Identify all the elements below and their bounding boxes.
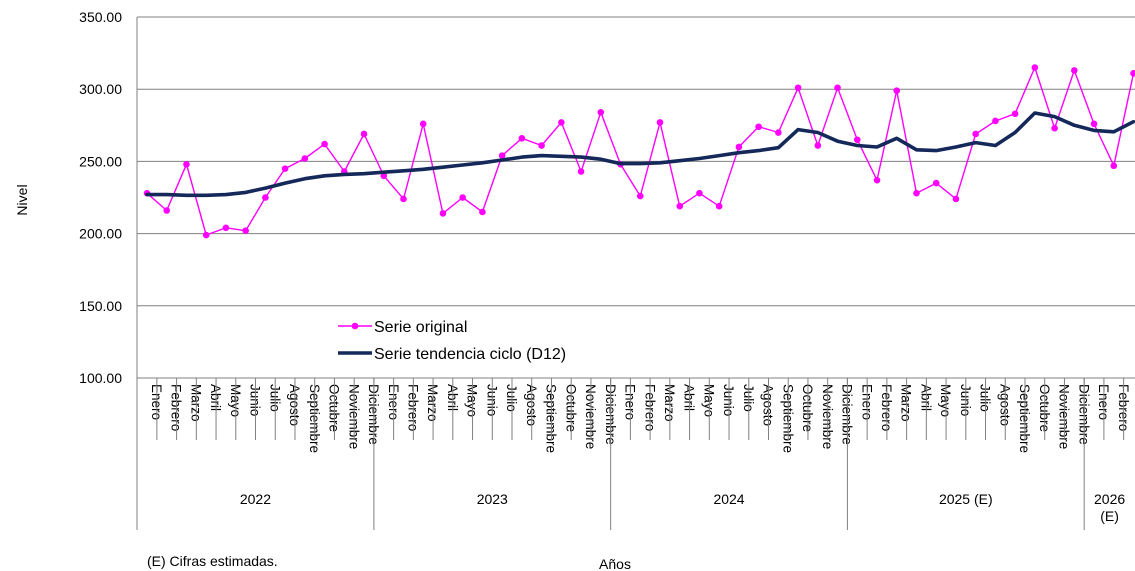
footnote: (E) Cifras estimadas. <box>147 553 278 569</box>
data-point <box>439 210 447 217</box>
data-point <box>498 152 506 159</box>
legend-marker-serie-original <box>351 322 359 330</box>
data-point <box>321 140 328 148</box>
y-tick-label: 100.00 <box>79 370 122 386</box>
data-point <box>913 189 920 197</box>
data-point <box>932 179 940 187</box>
legend-label-serie-original: Serie original <box>374 319 467 336</box>
year-label: 2024 <box>713 491 744 507</box>
data-point <box>183 160 190 168</box>
y-tick-label: 250.00 <box>79 153 122 169</box>
data-point <box>1051 124 1058 132</box>
legend-label-serie-tendencia: Serie tendencia ciclo (D12) <box>374 346 566 363</box>
data-point <box>1130 70 1135 77</box>
data-point <box>814 142 822 149</box>
data-point <box>1011 110 1019 118</box>
data-point <box>636 192 644 200</box>
data-point <box>202 231 210 239</box>
data-point <box>419 120 427 128</box>
data-point <box>163 207 171 214</box>
data-point <box>479 208 486 216</box>
data-point <box>538 142 545 149</box>
data-point <box>873 176 881 184</box>
series-line-1 <box>145 111 1135 198</box>
y-tick-label: 150.00 <box>79 298 122 314</box>
data-point <box>558 119 565 126</box>
year-label: 2023 <box>477 491 508 507</box>
data-point <box>755 123 762 131</box>
data-point <box>1110 162 1118 170</box>
data-point <box>222 224 230 232</box>
data-point <box>834 84 841 92</box>
data-point <box>972 130 979 138</box>
year-label: 2026 (E) <box>1094 491 1125 524</box>
y-axis-title: Nivel <box>14 184 30 215</box>
data-point <box>715 202 723 210</box>
data-point <box>281 165 289 172</box>
data-point <box>696 189 703 197</box>
x-axis: Enero Febrero Marzo Abril Mayo Junio Julio Agos… <box>149 378 1131 530</box>
data-point <box>242 227 249 235</box>
data-point <box>518 134 526 142</box>
y-axis-tick-labels: 100.00 150.00 200.00 250.00 300.00 350.00 <box>79 9 122 386</box>
y-tick-label: 350.00 <box>79 9 122 25</box>
series-line-0 <box>146 66 1135 236</box>
data-point <box>853 136 861 144</box>
data-point <box>952 195 960 203</box>
data-point <box>1090 120 1098 128</box>
data-point <box>893 87 901 94</box>
data-point <box>597 109 605 116</box>
gridlines <box>136 16 1135 530</box>
year-label: 2025 (E) <box>939 491 993 507</box>
data-point <box>577 168 585 175</box>
data-point <box>380 172 388 180</box>
x-axis-title: Años <box>599 556 631 571</box>
year-label: 2022 <box>240 491 271 507</box>
data-point <box>992 117 999 125</box>
y-tick-label: 200.00 <box>79 226 122 242</box>
series-group <box>143 64 1135 239</box>
data-point <box>360 130 368 138</box>
data-point <box>1031 64 1039 71</box>
data-point <box>794 84 802 92</box>
data-point <box>656 119 664 126</box>
legend: Serie original Serie tendencia ciclo (D1… <box>338 319 566 363</box>
data-point <box>459 194 466 201</box>
data-point <box>1071 67 1078 74</box>
data-point <box>400 195 407 203</box>
data-point <box>301 155 309 162</box>
data-point <box>775 129 782 136</box>
data-point <box>676 202 684 210</box>
y-tick-label: 300.00 <box>79 81 122 97</box>
data-point <box>262 194 269 201</box>
data-point <box>735 143 743 151</box>
